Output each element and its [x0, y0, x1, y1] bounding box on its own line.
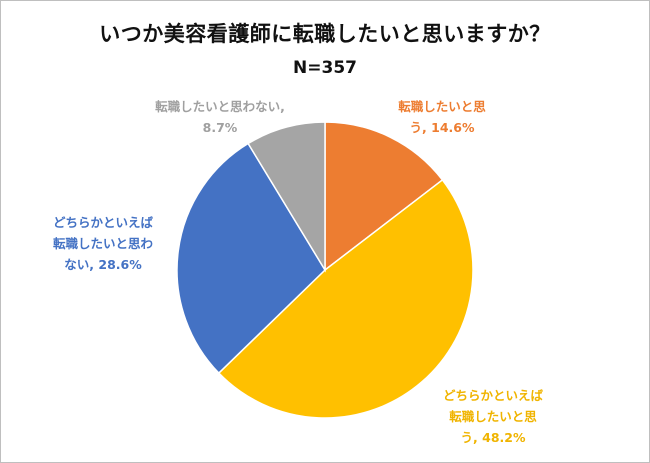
chart-title: いつか美容看護師に転職したいと思いますか？: [99, 22, 551, 46]
pie-slice-not-want: [247, 121, 326, 273]
chart-subtitle: N=357: [293, 58, 357, 78]
pie-slice-somewhat-not-want: [176, 142, 326, 375]
slice-label-not-want: 転職したいと思わない, 8.7%: [155, 99, 285, 135]
pie-slice-somewhat-want: [217, 178, 474, 419]
slice-label-somewhat-want: どちらかといえば 転職したいと思 う, 48.2%: [442, 388, 543, 445]
slice-label-somewhat-not-want: どちらかといえば 転職したいと思わ ない, 28.6%: [52, 215, 153, 272]
pie-slice-want: [324, 121, 444, 272]
slice-label-want: 転職したいと思 う, 14.6%: [398, 99, 486, 135]
